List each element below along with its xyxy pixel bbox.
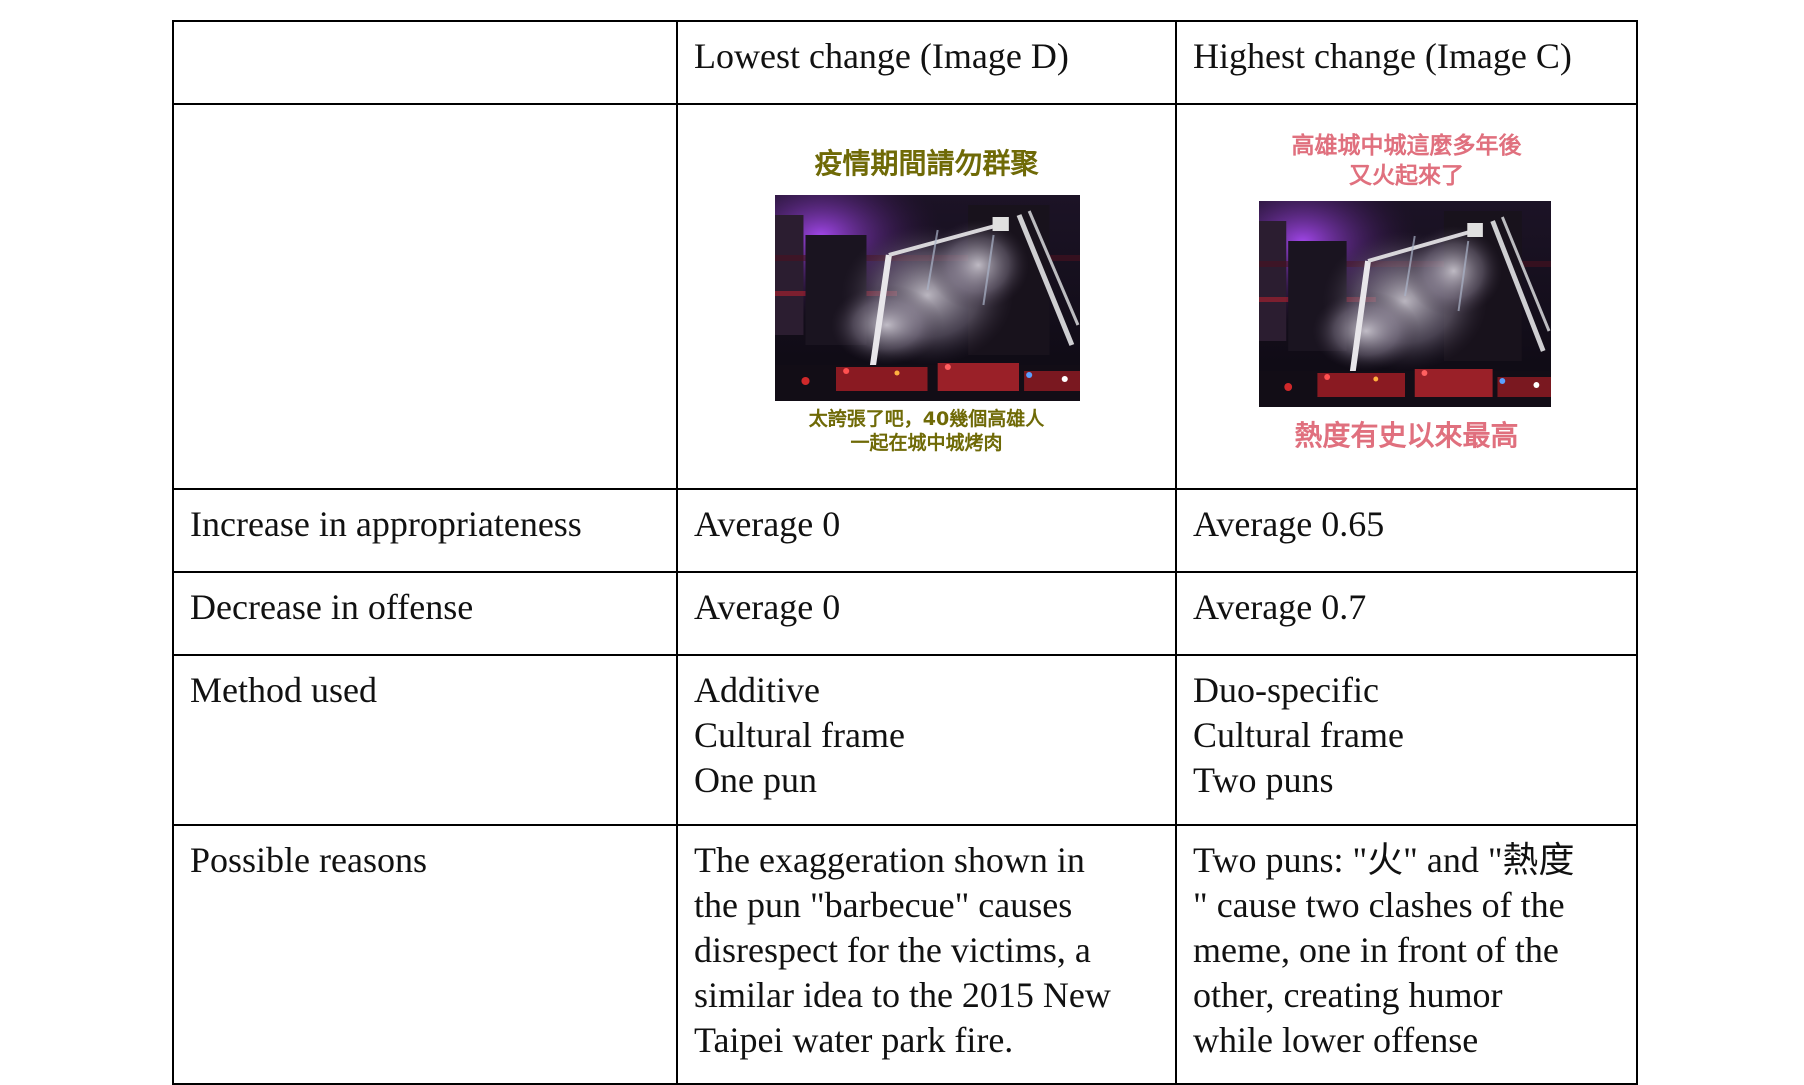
header-highest-change: Highest change (Image C) — [1175, 20, 1638, 105]
offense-c: Average 0.7 — [1175, 571, 1638, 656]
reasons-c-line: other, creating humor — [1193, 975, 1503, 1015]
reasons-c-line: " cause two clashes of the — [1193, 885, 1565, 925]
fire-photo-d — [775, 195, 1080, 401]
image-c-caption-top-1: 高雄城中城這麼多年後 — [1291, 133, 1522, 159]
reasons-row: Possible reasons The exaggeration shown … — [172, 824, 1638, 1085]
method-c-line: Two puns — [1193, 760, 1334, 800]
comparison-table: Lowest change (Image D) Highest change (… — [172, 20, 1638, 1085]
method-c-line: Cultural frame — [1193, 715, 1404, 755]
offense-row: Decrease in offense Average 0 Average 0.… — [172, 571, 1638, 656]
image-d-caption-top: 疫情期間請勿群聚 — [814, 147, 1039, 180]
reasons-d-line: similar idea to the 2015 New — [694, 975, 1111, 1015]
reasons-label: Possible reasons — [172, 824, 678, 1085]
header-empty-cell — [172, 20, 678, 105]
image-c-caption-top-2: 又火起來了 — [1349, 163, 1464, 189]
method-d: Additive Cultural frame One pun — [676, 654, 1177, 826]
reasons-d-line: The exaggeration shown in — [694, 840, 1085, 880]
method-c-line: Duo-specific — [1193, 670, 1379, 710]
reasons-c: Two puns: "火" and "熱度 " cause two clashe… — [1175, 824, 1638, 1085]
image-row: 疫情期間請勿群聚 太誇張了吧，40幾個高雄人 一起在城中城烤肉 高雄城中城這麼多… — [172, 103, 1638, 490]
appropriateness-row: Increase in appropriateness Average 0 Av… — [172, 488, 1638, 573]
fire-photo-c — [1259, 201, 1551, 407]
method-row: Method used Additive Cultural frame One … — [172, 654, 1638, 826]
image-c-caption-bottom: 熱度有史以來最高 — [1294, 419, 1519, 452]
reasons-c-line: while lower offense — [1193, 1020, 1479, 1060]
image-c-cell: 高雄城中城這麼多年後 又火起來了 熱度有史以來最高 — [1175, 103, 1638, 490]
image-d-cell: 疫情期間請勿群聚 太誇張了吧，40幾個高雄人 一起在城中城烤肉 — [676, 103, 1177, 490]
reasons-d-line: disrespect for the victims, a — [694, 930, 1091, 970]
image-row-label-cell — [172, 103, 678, 490]
offense-label: Decrease in offense — [172, 571, 678, 656]
method-c: Duo-specific Cultural frame Two puns — [1175, 654, 1638, 826]
reasons-c-line: Two puns: "火" and "熱度 — [1193, 840, 1575, 880]
image-d-caption-bottom-1: 太誇張了吧，40幾個高雄人 — [808, 408, 1045, 430]
method-label: Method used — [172, 654, 678, 826]
method-d-line: One pun — [694, 760, 817, 800]
appropriateness-label: Increase in appropriateness — [172, 488, 678, 573]
header-lowest-change: Lowest change (Image D) — [676, 20, 1177, 105]
method-d-line: Additive — [694, 670, 820, 710]
meme-image-d: 疫情期間請勿群聚 太誇張了吧，40幾個高雄人 一起在城中城烤肉 — [678, 106, 1175, 487]
image-d-caption-bottom-2: 一起在城中城烤肉 — [850, 432, 1003, 454]
appropriateness-c: Average 0.65 — [1175, 488, 1638, 573]
header-row: Lowest change (Image D) Highest change (… — [172, 20, 1638, 105]
reasons-d-line: the pun "barbecue" causes — [694, 885, 1073, 925]
reasons-d-line: Taipei water park fire. — [694, 1020, 1014, 1060]
reasons-c-line: meme, one in front of the — [1193, 930, 1559, 970]
meme-image-c: 高雄城中城這麼多年後 又火起來了 熱度有史以來最高 — [1177, 106, 1636, 487]
reasons-d: The exaggeration shown in the pun "barbe… — [676, 824, 1177, 1085]
appropriateness-d: Average 0 — [676, 488, 1177, 573]
offense-d: Average 0 — [676, 571, 1177, 656]
method-d-line: Cultural frame — [694, 715, 905, 755]
